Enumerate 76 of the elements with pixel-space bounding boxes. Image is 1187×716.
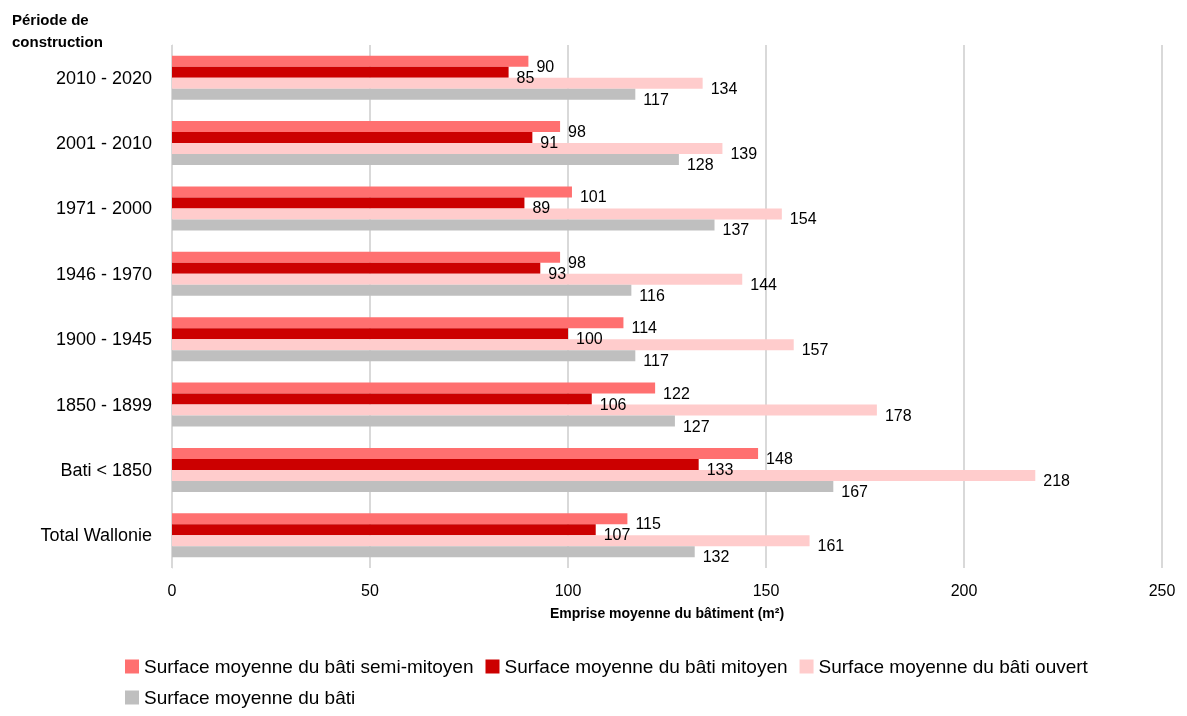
data-label: 157: [801, 341, 829, 359]
bar: [172, 284, 632, 296]
bar: [172, 132, 533, 144]
bar: [172, 393, 592, 405]
x-tick-label: 100: [554, 581, 582, 599]
x-tick-label: 250: [1148, 581, 1176, 599]
data-label: 122: [663, 384, 690, 402]
data-label: 117: [643, 352, 669, 370]
data-label: 93: [548, 264, 567, 282]
data-label: 85: [516, 68, 535, 86]
data-label: 167: [841, 482, 869, 500]
data-label: 89: [532, 199, 551, 217]
data-label: 178: [884, 406, 912, 424]
data-label: 116: [639, 286, 665, 304]
y-tick-label: 1946 - 1970: [55, 263, 152, 284]
bar: [172, 524, 596, 536]
bar: [172, 447, 759, 459]
x-tick-label: 150: [752, 581, 780, 599]
data-label: 117: [643, 90, 669, 108]
data-label: 132: [702, 548, 730, 566]
x-tick-label: 200: [950, 581, 978, 599]
data-label: 100: [576, 330, 603, 348]
bar: [172, 350, 636, 362]
bar: [172, 382, 656, 394]
data-label: 128: [686, 156, 714, 174]
data-label: 101: [579, 188, 607, 206]
y-tick-label: 1971 - 2000: [55, 198, 152, 219]
data-label: 98: [568, 123, 586, 141]
y-tick-label: 1900 - 1945: [55, 329, 152, 350]
bar: [172, 546, 695, 558]
bar: [172, 66, 509, 78]
x-tick-label: 50: [361, 581, 379, 599]
data-label: 107: [603, 526, 631, 544]
y-tick-label: 2001 - 2010: [55, 133, 152, 154]
data-label: 91: [540, 134, 559, 152]
data-label: 139: [730, 145, 758, 163]
bar: [172, 186, 572, 198]
bar: [172, 219, 715, 231]
bar: [172, 317, 624, 329]
data-label: 148: [766, 449, 793, 467]
data-label: 137: [722, 221, 750, 239]
data-label: 127: [682, 417, 710, 435]
bar: [172, 458, 699, 470]
legend-label: Surface moyenne du bâti semi-mitoyen: [144, 656, 474, 677]
bar: [172, 513, 628, 525]
data-label: 161: [817, 537, 845, 555]
legend-label: Surface moyenne du bâti ouvert: [818, 656, 1089, 677]
data-label: 218: [1043, 471, 1071, 489]
data-label: 90: [536, 57, 555, 75]
y-tick-label: 2010 - 2020: [55, 67, 152, 88]
data-label: 154: [789, 210, 817, 228]
y-tick-label: 1850 - 1899: [55, 394, 152, 415]
data-label: 114: [631, 319, 658, 337]
x-axis-title: Emprise moyenne du bâtiment (m²): [549, 605, 785, 621]
bar: [172, 328, 568, 340]
bar: [172, 262, 541, 274]
y-tick-label: Total Wallonie: [40, 525, 152, 546]
data-label: 144: [750, 275, 778, 293]
bar: [172, 88, 636, 100]
data-label: 115: [635, 515, 662, 533]
legend-label: Surface moyenne du bâti mitoyen: [504, 656, 788, 677]
y-axis-title: Période de construction: [12, 10, 103, 50]
bar: [172, 251, 561, 263]
bar: [172, 415, 675, 427]
legend-label: Surface moyenne du bâti: [144, 687, 356, 708]
data-label: 98: [568, 253, 586, 271]
data-label: 133: [706, 460, 734, 478]
y-tick-label: Bati < 1850: [60, 459, 152, 480]
bar: [172, 121, 561, 133]
bar: [172, 480, 834, 492]
data-label: 106: [599, 395, 627, 413]
data-label: 134: [710, 79, 738, 97]
bar: [172, 197, 525, 209]
bar: [172, 55, 529, 67]
x-tick-label: 0: [167, 581, 177, 599]
bar: [172, 154, 679, 166]
